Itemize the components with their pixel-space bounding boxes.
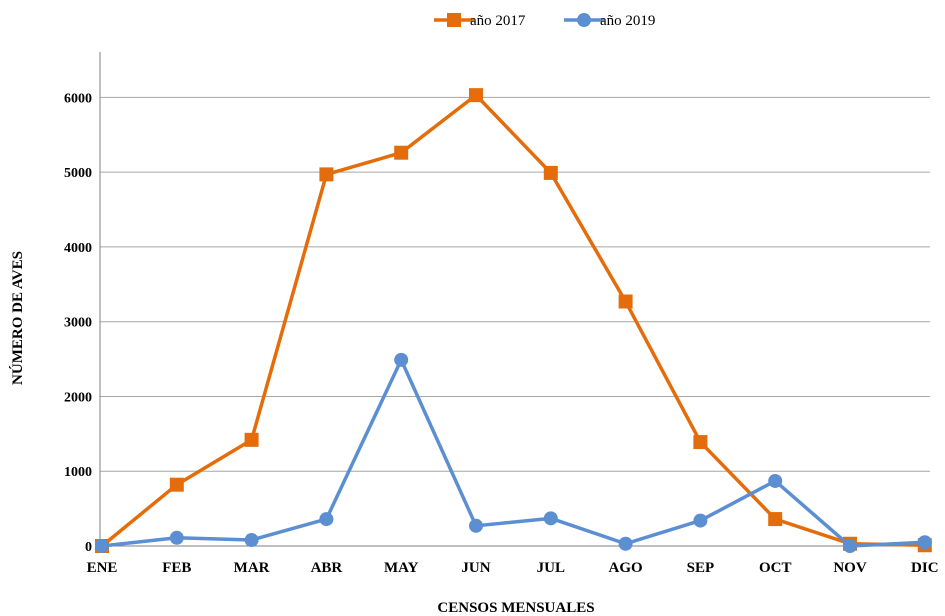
gridlines xyxy=(100,96,930,472)
data-point xyxy=(95,539,109,553)
y-tick-label: 5000 xyxy=(64,166,92,181)
y-tick-label: 2000 xyxy=(64,390,92,405)
data-point xyxy=(543,511,558,526)
x-tick-label: AGO xyxy=(609,560,643,576)
data-point xyxy=(469,88,483,103)
x-tick-label: ENE xyxy=(87,560,118,576)
data-point xyxy=(244,533,259,548)
x-tick-label: ABR xyxy=(311,560,343,576)
series-line xyxy=(101,358,925,548)
series-layer xyxy=(95,88,932,553)
x-tick-label: NOV xyxy=(833,560,867,576)
data-point xyxy=(693,513,708,528)
y-tick-label: 0 xyxy=(85,540,92,555)
legend-marker xyxy=(447,13,461,27)
data-point xyxy=(169,477,184,492)
data-point xyxy=(244,432,259,447)
legend-label: año 2019 xyxy=(600,13,655,29)
x-axis-title: CENSOS MENSUALES xyxy=(437,600,594,616)
y-tick-label: 4000 xyxy=(64,241,92,256)
data-point xyxy=(768,473,783,488)
data-point xyxy=(319,167,334,182)
y-tick-label: 1000 xyxy=(64,465,92,480)
x-tick-label: JUL xyxy=(537,560,565,576)
data-point xyxy=(618,294,633,309)
data-point xyxy=(843,539,857,553)
y-tick-label: 3000 xyxy=(64,316,92,331)
legend-marker xyxy=(577,13,591,27)
data-point xyxy=(618,536,633,551)
axes xyxy=(99,52,930,547)
data-point xyxy=(543,165,558,180)
y-tick-labels: 0 1000 2000 3000 4000 5000 6000 xyxy=(64,91,92,555)
x-tick-label: SEP xyxy=(687,560,715,576)
x-tick-label: DIC xyxy=(911,560,939,576)
data-point xyxy=(394,352,409,367)
x-tick-label: MAY xyxy=(384,560,419,576)
x-tick-label: JUN xyxy=(461,560,490,576)
legend: año 2017 año 2019 xyxy=(434,13,655,29)
series-line xyxy=(100,93,925,548)
data-point xyxy=(917,535,932,550)
x-tick-labels: ENE FEB MAR ABR MAY JUN JUL AGO SEP OCT NOV DIC xyxy=(87,560,939,576)
data-point xyxy=(693,435,708,450)
y-axis-title: NÚMERO DE AVES xyxy=(9,251,26,385)
x-tick-label: FEB xyxy=(162,560,191,576)
data-point xyxy=(768,512,783,527)
data-point xyxy=(319,512,334,527)
data-point xyxy=(169,530,184,545)
data-point xyxy=(469,518,483,533)
x-tick-label: MAR xyxy=(234,560,270,576)
x-tick-label: OCT xyxy=(759,560,792,576)
legend-label: año 2017 xyxy=(470,13,526,29)
data-point xyxy=(394,145,409,160)
y-tick-label: 6000 xyxy=(64,91,92,106)
